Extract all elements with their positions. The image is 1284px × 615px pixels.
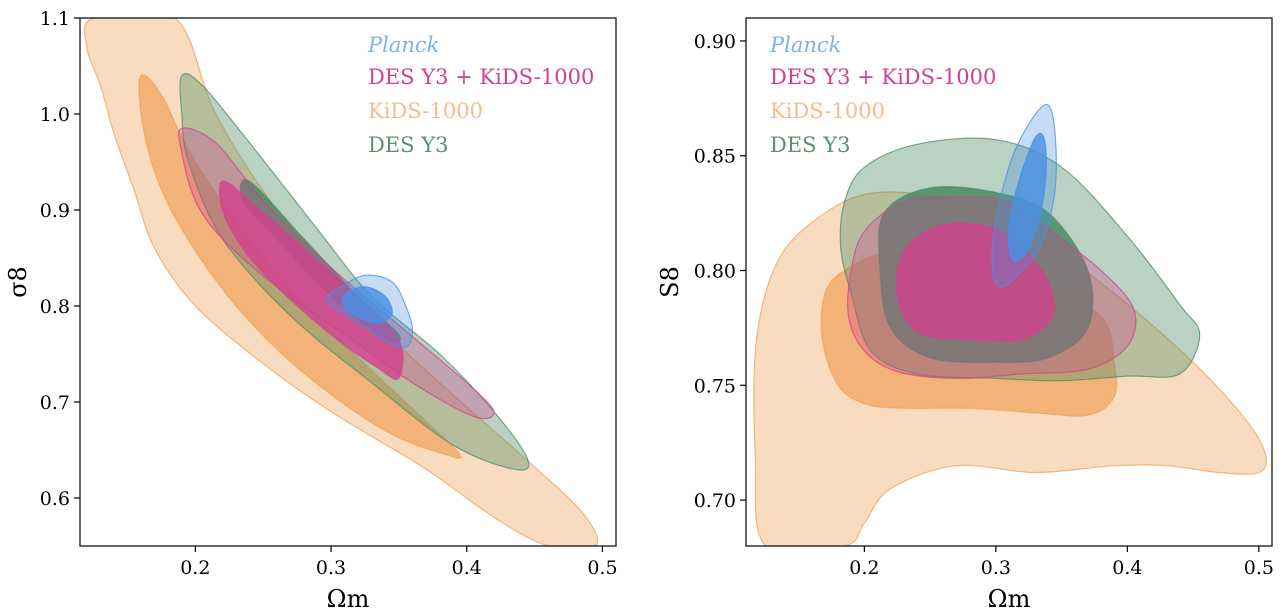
x-axis: 0.2 0.3 0.4 0.5 (849, 546, 1274, 579)
panel-s8: 0.2 0.3 0.4 0.5 0.700.750.800.850.90 Ωm S8 … (656, 17, 1274, 613)
contour-planck-68 (341, 286, 393, 324)
y-tick-label: 0.75 (694, 375, 736, 397)
legend-entry-kids: KiDS-1000 (770, 99, 885, 123)
contour-layer (83, 18, 599, 546)
legend-entry-planck: Planck (769, 33, 841, 57)
y-tick-label: 1.0 (40, 104, 70, 126)
y-tick-label: 0.85 (694, 146, 736, 168)
legend-entry-des: DES Y3 (368, 133, 448, 157)
x-axis-label: Ωm (988, 585, 1031, 613)
legend: Planck DES Y3 + KiDS-1000 KiDS-1000 DES … (367, 33, 594, 157)
x-tick-label: 0.5 (587, 557, 617, 579)
contour-kids-1000-68 (138, 74, 462, 459)
contour-des-y3-95 (179, 72, 530, 471)
y-tick-label: 0.7 (40, 392, 70, 414)
contour-des-y3-kids-1000-68 (218, 180, 404, 381)
x-tick-label: 0.2 (180, 557, 210, 579)
panel-sigma8: 0.2 0.3 0.4 0.5 0.6 0.7 0.8 0.9 1.0 1.1 Ωm σ8 Pl… (4, 8, 618, 613)
y-tick-label: 0.9 (40, 200, 70, 222)
y-tick-label: 0.6 (40, 488, 70, 510)
y-tick-label: 1.1 (40, 8, 70, 30)
plot-frame (745, 17, 1273, 547)
contour-layer (753, 103, 1267, 546)
legend-entry-combined: DES Y3 + KiDS-1000 (770, 65, 996, 89)
y-tick-label: 0.90 (694, 31, 736, 53)
legend: Planck DES Y3 + KiDS-1000 KiDS-1000 DES … (769, 33, 996, 157)
x-tick-label: 0.4 (452, 557, 482, 579)
y-axis: 0.6 0.7 0.8 0.9 1.0 1.1 (40, 8, 80, 510)
contour-des-y3-kids-1000-95 (178, 127, 495, 420)
x-axis: 0.2 0.3 0.4 0.5 (180, 546, 618, 579)
legend-entry-kids: KiDS-1000 (368, 99, 483, 123)
legend-entry-combined: DES Y3 + KiDS-1000 (368, 65, 594, 89)
x-axis-label: Ωm (327, 585, 370, 613)
x-tick-label: 0.3 (316, 557, 346, 579)
plot-frame (79, 17, 617, 547)
y-axis: 0.70 0.75 0.80 0.85 0.90 (694, 31, 746, 512)
x-tick-label: 0.5 (1244, 557, 1274, 579)
x-tick-label: 0.2 (849, 557, 879, 579)
x-tick-label: 0.4 (1112, 557, 1142, 579)
legend-entry-planck: Planck (367, 33, 439, 57)
contour-planck-68 (1007, 132, 1047, 262)
y-axis-label: σ8 (4, 266, 32, 298)
legend-entry-des: DES Y3 (770, 133, 850, 157)
y-tick-label: 0.80 (694, 261, 736, 283)
y-tick-label: 0.8 (40, 296, 70, 318)
x-tick-label: 0.3 (981, 557, 1011, 579)
y-axis-label: S8 (656, 266, 684, 298)
y-tick-label: 0.70 (694, 490, 736, 512)
